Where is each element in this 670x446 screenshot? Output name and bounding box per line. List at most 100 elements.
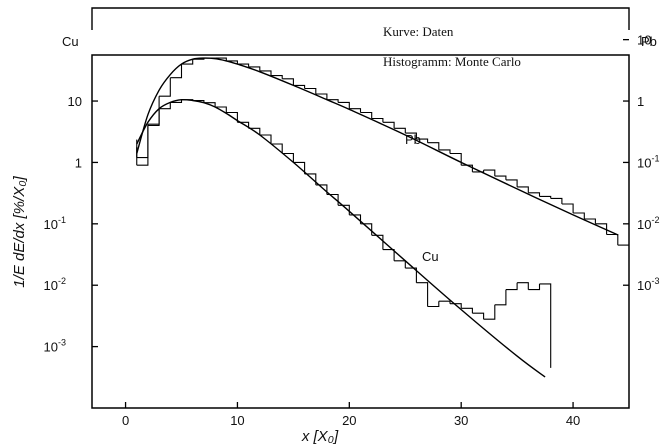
axis-ticks: 0 10 20 30 40 10-3 10-2 10-1 1 10 10-3 10-2 10-1 1 10 xyxy=(44,33,660,428)
cu-histogram-bin xyxy=(416,282,429,307)
cu-histogram-bin xyxy=(382,249,395,261)
cu-histogram-bin xyxy=(371,234,384,250)
cu-histogram-bin xyxy=(360,223,373,236)
pb-histogram-bin xyxy=(528,192,541,197)
cu-histogram-bin xyxy=(528,283,541,291)
pb-histogram-bin xyxy=(382,121,395,129)
cu-histogram-bin xyxy=(450,303,462,309)
pb-histogram-bin xyxy=(517,186,529,193)
pb-histogram-bin xyxy=(595,223,608,235)
plot-frame xyxy=(91,54,630,409)
cu-histogram-bin xyxy=(405,267,417,283)
cu-histogram-bin xyxy=(226,111,238,123)
cu-histogram-bin xyxy=(136,124,149,166)
cu-histogram-bin xyxy=(271,143,283,154)
pb-histogram-bin xyxy=(584,218,596,224)
x-tick-label-40: 40 xyxy=(566,413,580,428)
pb-histogram-bin xyxy=(472,170,485,173)
pb-histogram-bin xyxy=(360,111,373,119)
pb-data-curve xyxy=(136,57,619,236)
pb-histogram-bin xyxy=(461,164,473,172)
x-axis-title: x [X₀] xyxy=(301,428,339,445)
pb-histogram-bin xyxy=(315,93,328,100)
cu-histogram-bin xyxy=(505,282,518,291)
pb-histogram-bin xyxy=(226,60,238,65)
pb-histogram-bin xyxy=(450,152,462,166)
pb-histogram-bin xyxy=(606,233,619,246)
left-axis-label: Cu xyxy=(62,34,79,49)
x-tick-label-30: 30 xyxy=(454,413,468,428)
cu-histogram-bin xyxy=(248,127,261,135)
cu-histogram-bin xyxy=(338,204,350,215)
cu-histogram-bin xyxy=(192,99,205,103)
cu-histogram-bin xyxy=(237,121,250,129)
cu-series-label: Cu xyxy=(422,249,439,264)
pb-histogram-bin xyxy=(416,138,429,143)
pb-histogram-bin xyxy=(438,149,451,154)
cu-histogram-bin xyxy=(147,108,160,125)
cu-histogram-bin xyxy=(483,304,496,320)
pb-histogram-bin xyxy=(181,59,194,65)
cu-histogram-bin xyxy=(203,102,216,107)
cu-histogram-bin xyxy=(494,289,507,306)
pb-histogram-bin xyxy=(159,77,171,97)
pb-histogram-bin xyxy=(147,96,160,127)
cu-histogram-bin xyxy=(517,282,529,290)
cu-histogram-bin xyxy=(293,161,306,174)
x-tick-label-10: 10 xyxy=(230,413,244,428)
cu-histogram-bin xyxy=(304,173,317,185)
legend-histogram-text: Histogramm: Monte Carlo xyxy=(383,54,521,69)
cu-histogram-bin xyxy=(259,134,272,144)
top-bracket xyxy=(91,7,630,30)
cu-histogram-bin xyxy=(461,307,473,314)
cu-histogram-bin xyxy=(394,260,406,269)
series-layer xyxy=(136,57,629,378)
pb-histogram-bin xyxy=(271,75,283,79)
cu-histogram-bin xyxy=(282,152,294,163)
cu-histogram-bin xyxy=(215,106,227,113)
pb-histogram-bin xyxy=(539,195,552,199)
pb-histogram-bin xyxy=(248,66,261,71)
pb-histogram-bin xyxy=(349,108,362,113)
pb-histogram-bin xyxy=(282,78,294,86)
pb-histogram-bin xyxy=(405,132,417,140)
pb-histogram-bin xyxy=(338,101,350,109)
left-tick-label--2: 10-2 xyxy=(44,276,66,293)
cu-histogram-bin xyxy=(349,214,362,224)
cu-histogram-bin xyxy=(170,99,183,103)
pb-histogram-bin xyxy=(304,87,317,94)
cu-histogram-bin xyxy=(326,193,339,206)
pb-histogram-bin xyxy=(494,175,507,180)
right-axis-label: Pb xyxy=(641,34,657,49)
cu-histogram-bin xyxy=(315,184,328,195)
legend-curve-text: Kurve: Daten xyxy=(383,24,454,39)
y-axis-title: 1/E dE/dx [%/X₀] xyxy=(11,175,28,287)
cu-histogram-bin xyxy=(539,283,552,368)
cu-histogram-bin xyxy=(472,312,485,320)
left-tick-label-0: 1 xyxy=(75,155,82,170)
pb-histogram-bin xyxy=(170,64,183,79)
x-tick-label-20: 20 xyxy=(342,413,356,428)
pb-histogram-bin xyxy=(237,63,250,67)
pb-histogram-bin xyxy=(326,99,339,103)
cu-data-curve xyxy=(136,98,546,378)
cu-histogram-bin xyxy=(159,102,171,110)
left-tick-label--1: 10-1 xyxy=(44,215,66,232)
pb-histogram-bin xyxy=(293,84,306,89)
right-tick-label--2: 10-2 xyxy=(637,215,659,232)
pb-histogram-bin xyxy=(259,70,272,76)
pb-histogram-bin xyxy=(505,179,518,187)
pb-histogram-bin xyxy=(483,169,496,177)
cu-histogram-bin xyxy=(438,300,451,304)
pb-histogram-bin xyxy=(371,117,384,123)
left-tick-label--3: 10-3 xyxy=(44,338,66,355)
right-tick-label-1: 10 xyxy=(637,33,651,48)
right-tick-label--1: 10-1 xyxy=(637,153,659,170)
right-tick-label-0: 1 xyxy=(637,94,644,109)
pb-histogram-bin xyxy=(427,142,440,150)
cu-histogram-bin xyxy=(427,301,440,308)
right-tick-label--3: 10-3 xyxy=(637,276,659,293)
pb-histogram-bin xyxy=(573,212,585,219)
pb-histogram-bin xyxy=(561,203,574,213)
